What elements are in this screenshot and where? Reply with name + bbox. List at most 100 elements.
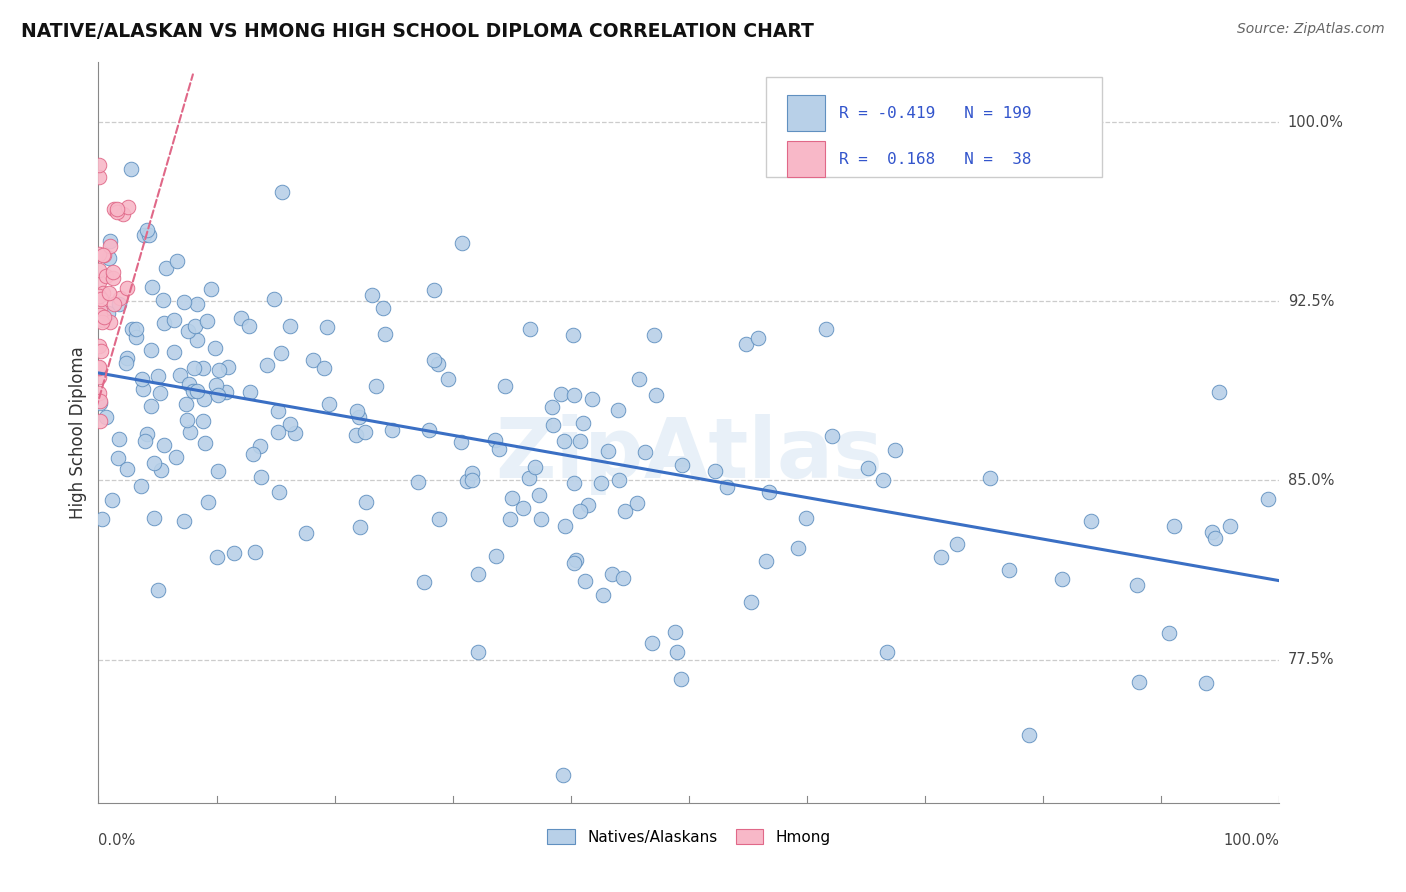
Point bbox=[794, 511, 817, 525]
Point bbox=[186, 384, 208, 399]
Point bbox=[134, 434, 156, 448]
Point bbox=[107, 450, 129, 465]
Point bbox=[553, 434, 575, 448]
Point bbox=[176, 413, 198, 427]
Point bbox=[747, 330, 769, 344]
Point bbox=[607, 473, 630, 487]
Point bbox=[523, 459, 546, 474]
Point bbox=[280, 417, 302, 432]
Point bbox=[423, 283, 446, 297]
Point bbox=[183, 361, 205, 376]
Point bbox=[484, 433, 506, 447]
Point bbox=[249, 439, 271, 453]
Point bbox=[90, 315, 112, 329]
Point bbox=[90, 343, 112, 358]
Point bbox=[250, 470, 273, 484]
Point bbox=[266, 425, 288, 440]
Point bbox=[596, 443, 619, 458]
Point bbox=[165, 450, 187, 464]
Point bbox=[186, 333, 208, 347]
Point bbox=[152, 293, 174, 308]
Point bbox=[93, 247, 115, 261]
Point bbox=[87, 289, 110, 303]
Point bbox=[1126, 578, 1149, 592]
Point bbox=[872, 474, 894, 488]
Point bbox=[541, 417, 564, 432]
Point bbox=[256, 358, 278, 372]
Point bbox=[174, 397, 197, 411]
Point bbox=[215, 384, 238, 399]
Point bbox=[87, 170, 110, 185]
Point bbox=[740, 595, 762, 609]
Point bbox=[450, 434, 472, 449]
Point bbox=[1157, 625, 1180, 640]
Point bbox=[87, 339, 110, 353]
Point bbox=[89, 360, 111, 375]
Point bbox=[569, 504, 592, 518]
Point bbox=[177, 324, 200, 338]
Legend: Natives/Alaskans, Hmong: Natives/Alaskans, Hmong bbox=[541, 823, 837, 851]
Point bbox=[734, 336, 756, 351]
Point bbox=[945, 537, 967, 551]
Point bbox=[1050, 572, 1073, 586]
Point bbox=[488, 442, 510, 456]
Point bbox=[103, 202, 125, 216]
Point bbox=[107, 432, 129, 446]
Point bbox=[550, 387, 572, 401]
Point bbox=[641, 636, 664, 650]
Point bbox=[553, 768, 575, 782]
Point bbox=[754, 554, 776, 568]
Point bbox=[222, 546, 245, 560]
Point bbox=[263, 292, 285, 306]
Point bbox=[87, 275, 110, 289]
Point bbox=[173, 294, 195, 309]
Point bbox=[354, 494, 377, 508]
Point bbox=[612, 571, 634, 585]
Point bbox=[90, 312, 112, 326]
Point bbox=[607, 403, 630, 417]
Point bbox=[139, 399, 162, 413]
Point bbox=[628, 372, 651, 386]
Point bbox=[413, 575, 436, 590]
Point bbox=[163, 312, 186, 326]
Point bbox=[135, 427, 157, 442]
Point bbox=[437, 372, 460, 386]
Point bbox=[562, 475, 585, 490]
Point bbox=[205, 378, 228, 392]
Point bbox=[645, 388, 668, 402]
Point bbox=[349, 410, 371, 425]
Point bbox=[183, 319, 205, 334]
Point bbox=[98, 239, 121, 253]
Point bbox=[517, 470, 540, 484]
Point bbox=[529, 488, 551, 502]
Point bbox=[195, 314, 218, 328]
Point bbox=[115, 356, 138, 370]
Point bbox=[139, 343, 162, 357]
Point bbox=[318, 397, 340, 411]
Point bbox=[200, 282, 222, 296]
Point bbox=[364, 379, 387, 393]
Point bbox=[554, 518, 576, 533]
Point bbox=[146, 369, 169, 384]
Point bbox=[91, 512, 114, 526]
Point bbox=[467, 567, 489, 582]
Point bbox=[181, 384, 204, 398]
Point bbox=[89, 394, 111, 409]
Point bbox=[856, 461, 879, 475]
Point bbox=[361, 288, 384, 302]
Text: 0.0%: 0.0% bbox=[98, 833, 135, 848]
Point bbox=[576, 498, 599, 512]
Text: 85.0%: 85.0% bbox=[1288, 473, 1334, 488]
Point bbox=[669, 672, 692, 686]
Point bbox=[243, 545, 266, 559]
Point bbox=[427, 357, 450, 371]
Point bbox=[572, 416, 595, 430]
Point bbox=[787, 541, 810, 555]
Point bbox=[501, 491, 523, 506]
Point bbox=[89, 395, 111, 409]
Point bbox=[758, 484, 780, 499]
Bar bbox=[787, 142, 825, 177]
Point bbox=[512, 501, 534, 516]
Point bbox=[1018, 728, 1040, 742]
Point bbox=[519, 322, 541, 336]
